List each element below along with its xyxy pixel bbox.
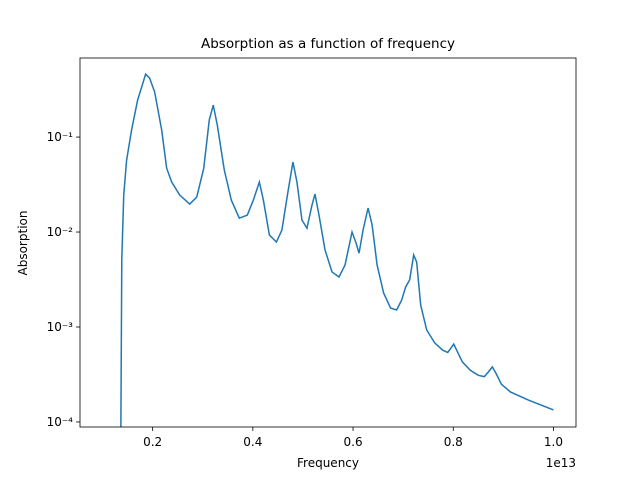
axes-frame — [79, 57, 577, 428]
y-tick-label: 10⁻² — [47, 225, 74, 239]
chart-title: Absorption as a function of frequency — [201, 36, 455, 52]
x-tick-label: 0.6 — [344, 435, 363, 449]
x-tick-label: 0.8 — [444, 435, 463, 449]
x-tick-label: 1.0 — [544, 435, 563, 449]
y-tick-label: 10⁻³ — [47, 320, 74, 334]
data-line — [120, 72, 554, 427]
plot-area — [120, 72, 554, 427]
x-tick-label: 0.4 — [243, 435, 262, 449]
x-axis-label: Frequency — [297, 456, 359, 470]
y-axis-label: Absorption — [16, 211, 30, 276]
x-tick-label: 0.2 — [143, 435, 162, 449]
y-tick-label: 10⁻¹ — [47, 130, 74, 144]
y-tick-label: 10⁻⁴ — [47, 415, 74, 429]
x-offset-label: 1e13 — [546, 456, 576, 470]
